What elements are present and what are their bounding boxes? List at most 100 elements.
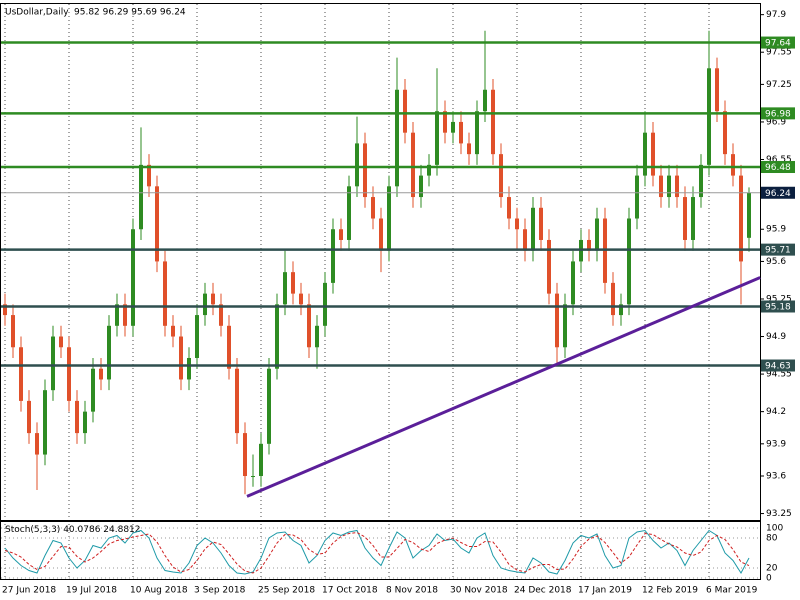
candle-body [275,304,279,369]
y-tick-label: 94.2 [766,407,786,417]
level-label-box [761,161,795,174]
candle-body [331,229,335,283]
candle-body [83,411,87,434]
candle-body [619,304,623,316]
candle-body [715,68,719,112]
candle-body [171,325,175,337]
candle-body [75,400,79,434]
candle-body [507,197,511,219]
x-tick-label: 3 Sep 2018 [194,586,246,596]
candle-body [443,111,447,133]
x-tick-label: 6 Mar 2019 [706,586,758,596]
candle-body [651,132,655,176]
candle-body [459,121,463,144]
candle-body [395,89,399,187]
candle-body [243,433,247,477]
level-label-box [761,359,795,372]
candle-body [659,175,663,198]
level-label: 97.64 [765,39,791,49]
y-tick-label: 93.25 [766,509,792,519]
x-tick-label: 17 Oct 2018 [322,586,378,596]
candle-body [67,347,71,401]
candle-body [219,304,223,326]
candle-body [123,304,127,326]
candle-body [147,164,151,187]
candle-body [267,368,271,444]
candle-body [35,433,39,455]
level-label: 95.71 [765,246,791,256]
main-frame [0,3,761,521]
candle-body [563,304,567,348]
stoch-title: Stoch(5,3,3) [5,525,60,535]
candle-body [187,357,191,380]
candle-body [163,261,167,326]
stoch-tick-label: 100 [766,524,783,534]
candle-body [555,293,559,348]
level-label: 96.48 [765,163,791,173]
level-label: 96.98 [765,109,791,119]
y-tick-label: 95.25 [766,294,792,304]
candle-body [347,186,351,240]
x-tick-label: 27 Jun 2018 [2,586,56,596]
stoch-tick-label: 80 [766,534,778,544]
candle-body [139,164,143,230]
candle-body [411,132,415,198]
candle-body [699,164,703,198]
candle-body [643,132,647,176]
y-tick-label: 95.9 [766,225,786,235]
candle-body [259,443,263,477]
x-tick-label: 30 Nov 2018 [450,586,508,596]
candle-body [227,325,231,369]
y-tick-label: 94.9 [766,332,786,342]
candle-body [419,175,423,198]
candle-body [723,111,727,155]
candle-body [403,89,407,133]
candle-body [707,68,711,165]
candle-body [323,282,327,326]
y-tick-label: 95.6 [766,257,786,267]
candle-body [283,272,287,305]
stoch-header: Stoch(5,3,3) 40.0786 24.8812 [5,525,141,535]
candle-body [611,282,615,316]
candle-body [131,229,135,326]
y-tick-label: 97.55 [766,48,792,58]
candle-body [739,175,743,262]
candle-body [691,197,695,240]
candle-body [11,315,15,348]
candle-body [595,218,599,251]
candle-body [363,143,367,198]
candle-body [747,192,751,238]
level-label-box [761,300,795,313]
candle-body [539,207,543,240]
candle-body [435,111,439,165]
candle-body [491,89,495,155]
level-label-box [761,243,795,256]
candle-body [451,121,455,133]
candle-body [571,261,575,305]
candle-body [499,154,503,198]
candle-body [731,154,735,176]
candle-body [683,197,687,240]
stoch-signal-value: 24.8812 [103,525,140,535]
candle-body [667,175,671,198]
candle-body [107,325,111,380]
candle-body [3,304,7,316]
y-tick-label: 96.9 [766,117,786,127]
candle-body [115,304,119,326]
candle-body [355,143,359,187]
candle-body [211,293,215,305]
candle-body [587,239,591,251]
y-tick-label: 96.55 [766,155,792,165]
stoch-frame [0,521,761,580]
candle-body [635,175,639,219]
candle-body [315,325,319,348]
candle-body [99,368,103,380]
candle-body [387,186,391,251]
candle-body [299,293,303,305]
level-label: 94.63 [765,362,791,372]
candle-body [467,143,471,155]
level-label-box [761,186,795,199]
candle-body [51,336,55,391]
candle-body [547,239,551,294]
